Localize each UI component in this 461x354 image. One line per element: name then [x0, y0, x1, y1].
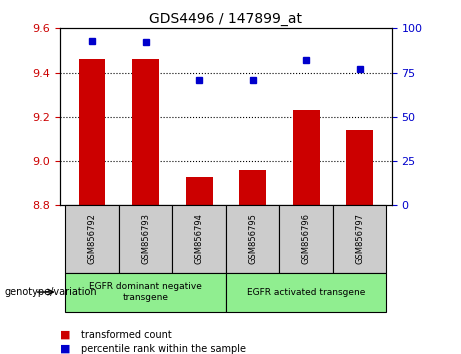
Text: GSM856793: GSM856793: [141, 213, 150, 264]
Text: GSM856795: GSM856795: [248, 213, 257, 264]
Text: EGFR dominant negative
transgene: EGFR dominant negative transgene: [89, 282, 202, 302]
Bar: [186, 177, 213, 205]
Bar: [346, 130, 373, 205]
Text: GSM856797: GSM856797: [355, 213, 364, 264]
Bar: [172, 205, 226, 273]
Bar: [65, 205, 119, 273]
Text: transformed count: transformed count: [81, 330, 171, 339]
Text: GSM856794: GSM856794: [195, 213, 204, 264]
Bar: [119, 205, 172, 273]
Text: ■: ■: [60, 330, 71, 339]
Text: GSM856792: GSM856792: [88, 213, 96, 264]
Bar: [293, 110, 319, 205]
Text: ■: ■: [60, 344, 71, 354]
Bar: [226, 205, 279, 273]
Text: GSM856796: GSM856796: [301, 213, 311, 264]
Text: genotype/variation: genotype/variation: [5, 287, 97, 297]
Text: EGFR activated transgene: EGFR activated transgene: [247, 287, 366, 297]
Bar: [79, 59, 106, 205]
Text: percentile rank within the sample: percentile rank within the sample: [81, 344, 246, 354]
Bar: [279, 205, 333, 273]
Bar: [333, 205, 386, 273]
Bar: [226, 273, 386, 312]
Bar: [65, 273, 226, 312]
Title: GDS4496 / 147899_at: GDS4496 / 147899_at: [149, 12, 302, 26]
Bar: [239, 170, 266, 205]
Bar: [132, 59, 159, 205]
